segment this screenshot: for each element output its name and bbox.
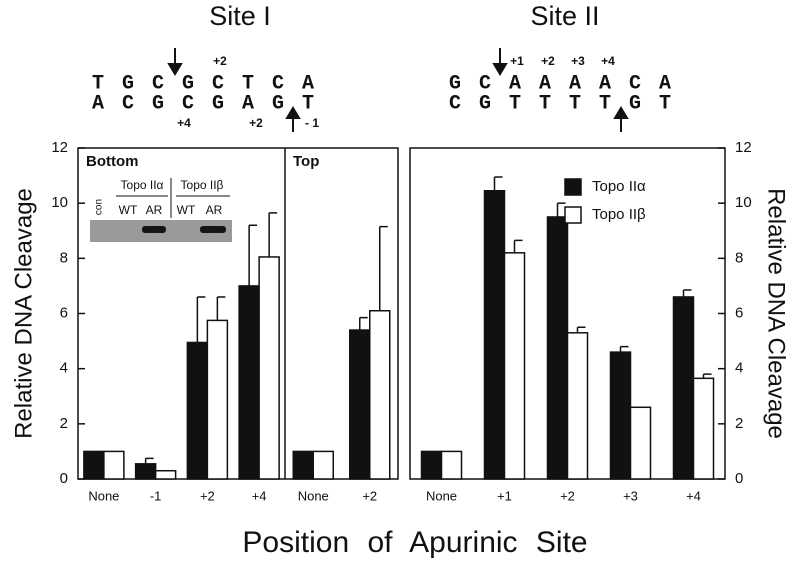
legend-label: Topo IIα — [592, 178, 646, 195]
error-bar — [556, 202, 566, 217]
bar — [420, 450, 443, 480]
bar — [672, 296, 695, 480]
y-axis-label: Relative DNA Cleavage — [10, 188, 37, 439]
sequence-bottom: CGTTTTGT — [449, 92, 689, 115]
error-bar — [196, 296, 206, 343]
gel-group-label: Topo IIα — [121, 178, 164, 192]
y-tick-label: 2 — [735, 415, 743, 432]
bar — [292, 450, 314, 480]
position-label: +2 — [249, 116, 263, 130]
y-axis-label: Relative DNA Cleavage — [763, 188, 790, 439]
error-bar — [248, 224, 258, 286]
y-tick-label: 4 — [735, 360, 743, 377]
y-tick-label: 6 — [735, 304, 743, 321]
bar — [440, 450, 463, 480]
x-tick-label: +2 — [560, 488, 575, 503]
gel-lane-label: WT — [119, 203, 138, 217]
x-tick-label: None — [298, 488, 329, 503]
error-bar — [702, 373, 712, 379]
y-tick-label: 0 — [60, 470, 68, 487]
y-tick-label: 4 — [60, 360, 68, 377]
error-bar — [682, 289, 692, 297]
error-bar — [379, 225, 388, 311]
x-tick-label: +4 — [686, 488, 701, 503]
bar — [134, 463, 157, 480]
bar — [629, 406, 652, 480]
y-tick-label: 12 — [51, 139, 68, 156]
error-bar — [359, 316, 368, 331]
error-bar — [144, 457, 154, 464]
position-label: +2 — [213, 54, 227, 68]
error-bar — [493, 176, 503, 191]
position-label: +2 — [541, 54, 555, 68]
bar — [503, 252, 526, 480]
y-tick-label: 12 — [735, 139, 752, 156]
bar — [312, 450, 334, 480]
position-label: +3 — [571, 54, 585, 68]
bar — [238, 285, 260, 480]
panel-label: Bottom — [86, 153, 139, 170]
y-tick-label: 10 — [51, 194, 68, 211]
x-tick-label: None — [426, 488, 457, 503]
bar — [546, 216, 569, 480]
bar — [83, 450, 105, 480]
y-tick-label: 10 — [735, 194, 752, 211]
gel-band — [142, 226, 166, 233]
bar — [692, 377, 715, 480]
bar — [349, 329, 371, 480]
error-bar — [513, 239, 523, 253]
y-tick-label: 2 — [60, 415, 68, 432]
gel-group-label: Topo IIβ — [181, 178, 224, 192]
bar — [103, 450, 125, 480]
x-tick-label: +2 — [200, 488, 215, 503]
chart-title: Site I — [209, 1, 271, 31]
error-bar — [216, 296, 226, 321]
bar — [154, 469, 177, 480]
bar — [206, 319, 229, 480]
x-tick-label: +3 — [623, 488, 638, 503]
chart-title: Site II — [530, 1, 599, 31]
bar — [609, 351, 632, 480]
gel-lane-label: AR — [146, 203, 163, 217]
bar — [566, 332, 589, 480]
x-tick-label: +4 — [252, 488, 267, 503]
error-bar — [576, 326, 586, 333]
bar — [258, 256, 280, 480]
position-label: - 1 — [305, 116, 319, 130]
sequence-bottom: ACGCGAGT — [92, 92, 332, 115]
x-tick-label: +1 — [497, 488, 512, 503]
gel-lane-label: AR — [206, 203, 223, 217]
position-label: +4 — [177, 116, 191, 130]
bar — [186, 341, 209, 480]
legend-swatch — [564, 206, 582, 224]
arrows — [167, 48, 629, 132]
legend-swatch — [564, 178, 582, 196]
gel-inset: con WT AR WT AR Topo IIα Topo IIβ — [90, 178, 232, 242]
y-tick-label: 8 — [735, 249, 743, 266]
x-axis-label: Position of Apurinic Site — [242, 526, 587, 559]
y-tick-label: 6 — [60, 304, 68, 321]
panel-label: Top — [293, 153, 319, 170]
bar — [483, 190, 506, 480]
x-tick-label: None — [88, 488, 119, 503]
sequence-top: GCAAAACA — [449, 72, 689, 95]
y-tick-label: 0 — [735, 470, 743, 487]
gel-band — [200, 226, 226, 233]
error-bar — [619, 345, 629, 353]
sequence-top: TGCGCTCA — [92, 72, 332, 95]
x-tick-label: -1 — [150, 488, 162, 503]
gel-lane-label: con — [94, 199, 105, 215]
position-label: +4 — [601, 54, 615, 68]
gel-lane-label: WT — [177, 203, 196, 217]
legend-label: Topo IIβ — [592, 206, 646, 223]
position-label: +1 — [510, 54, 524, 68]
error-bar — [268, 212, 278, 257]
bar — [369, 309, 391, 480]
y-tick-label: 8 — [60, 249, 68, 266]
x-tick-label: +2 — [362, 488, 377, 503]
